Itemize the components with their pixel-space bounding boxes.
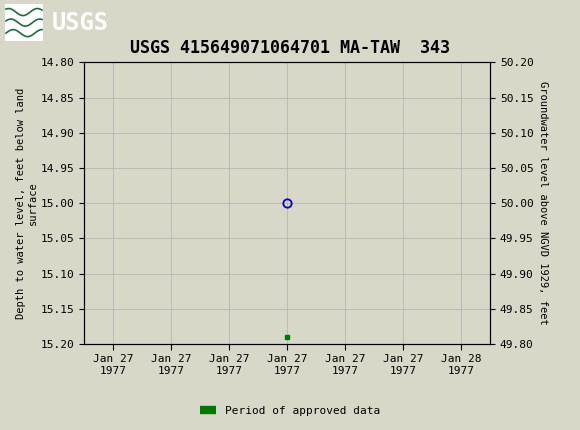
Y-axis label: Depth to water level, feet below land
surface: Depth to water level, feet below land su… bbox=[16, 88, 38, 319]
Legend: Period of approved data: Period of approved data bbox=[195, 401, 385, 420]
FancyBboxPatch shape bbox=[5, 4, 43, 41]
Text: USGS 415649071064701 MA-TAW  343: USGS 415649071064701 MA-TAW 343 bbox=[130, 39, 450, 57]
Y-axis label: Groundwater level above NGVD 1929, feet: Groundwater level above NGVD 1929, feet bbox=[538, 81, 548, 325]
Text: USGS: USGS bbox=[52, 11, 109, 35]
